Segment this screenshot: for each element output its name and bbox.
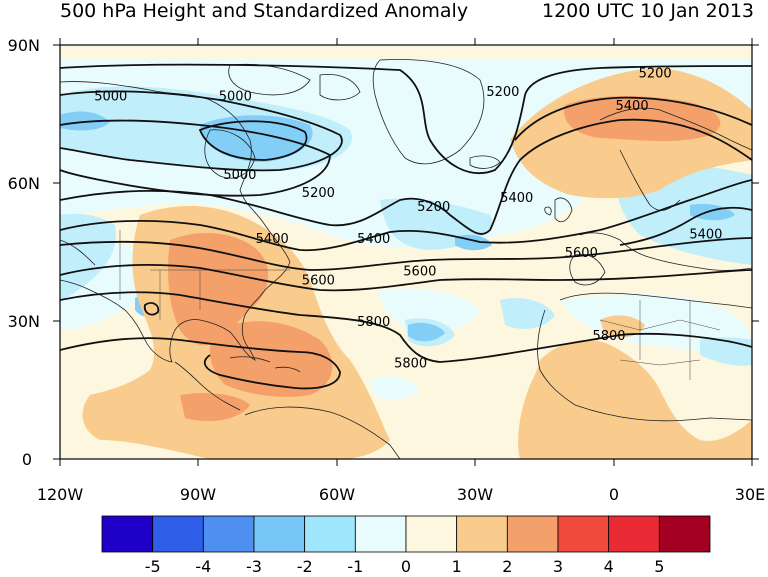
contour-label: 5600 [565,246,598,261]
contour-label: 5200 [302,186,335,201]
colorbar-swatch [253,515,306,553]
colorbar-label: 0 [401,557,411,576]
colorbar-label: -3 [246,557,262,576]
colorbar-label: 3 [553,557,563,576]
valid-time-label: 1200 UTC 10 Jan 2013 [542,0,754,22]
contour-labels: 5000 5000 5000 5200 5200 5200 5200 5400 5400 5400… [94,67,722,372]
contour-label: 5400 [689,228,722,243]
contour-label: 5200 [417,200,450,215]
plot-frame [59,44,753,460]
y-tick-label: 30N [8,312,40,331]
x-tick-label: 30W [457,485,493,504]
colorbar-swatch [152,515,204,553]
x-axis-labels: 120W 90W 60W 30W 0 30E [37,485,765,504]
colorbar-swatch [557,515,610,553]
colorbar-label: 2 [502,557,512,576]
colorbar-swatch [354,515,407,553]
colorbar-label: 4 [604,557,614,576]
colorbar-swatch [658,515,711,553]
colorbar-label: 5 [654,557,664,576]
colorbar-label: -1 [347,557,363,576]
y-axis-labels: 90N 60N 30N 0 [8,36,40,469]
x-tick-label: 30E [735,485,765,504]
coastlines [60,59,752,459]
map-title: 500 hPa Height and Standardized Anomaly [60,0,469,22]
tick-marks [53,38,759,466]
contour-label: 5200 [639,67,672,82]
colorbar-label: -4 [195,557,211,576]
colorbar-swatch [405,515,458,553]
contour-label: 5000 [94,90,127,105]
colorbar-swatch [304,515,356,553]
height-contours [60,63,752,390]
colorbar-swatch [202,515,255,553]
colorbar-swatch [456,515,508,553]
contour-label: 5400 [616,99,649,114]
colorbar: -5 -4 -3 -2 -1 0 1 2 3 4 5 [101,515,711,576]
contour-label: 5400 [500,191,533,206]
y-tick-label: 60N [8,174,40,193]
colorbar-label: -5 [145,557,161,576]
contour-label: 5800 [592,329,625,344]
x-tick-label: 120W [37,485,84,504]
colorbar-swatch [506,515,559,553]
contour-label: 5000 [223,168,256,183]
y-tick-label: 0 [22,450,32,469]
colorbar-label: -2 [297,557,313,576]
contour-label: 5200 [486,85,519,100]
x-tick-label: 90W [180,485,216,504]
contour-label: 5000 [219,90,252,105]
contour-label: 5400 [357,232,390,247]
contour-label: 5600 [302,274,335,289]
colorbar-swatch [101,515,154,553]
colorbar-label: 1 [452,557,462,576]
x-tick-label: 60W [319,485,355,504]
y-tick-label: 90N [8,36,40,55]
colorbar-swatch [608,515,660,553]
contour-label: 5800 [394,356,427,371]
contour-label: 5800 [357,315,390,330]
contour-label: 5400 [256,232,289,247]
contour-label: 5600 [403,264,436,279]
x-tick-label: 0 [609,485,619,504]
